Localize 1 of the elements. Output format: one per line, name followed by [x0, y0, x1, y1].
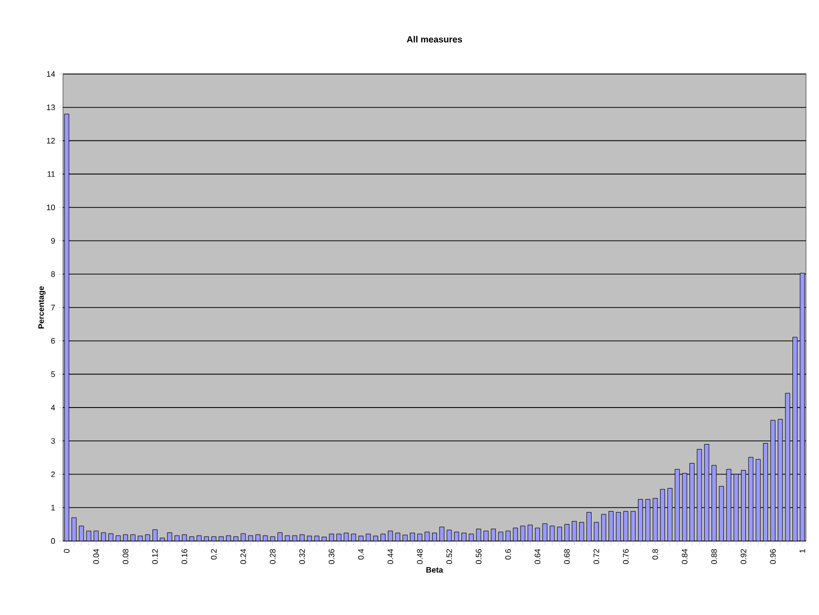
chart-title: All measures [406, 36, 462, 42]
